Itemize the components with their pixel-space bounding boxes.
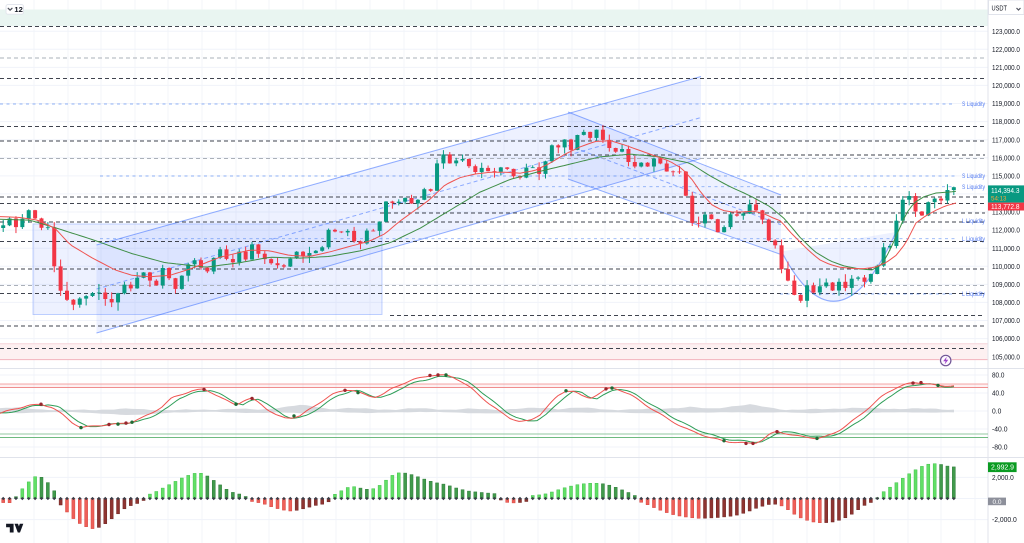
svg-text:L Liquidity: L Liquidity xyxy=(962,237,985,243)
svg-text:0.0: 0.0 xyxy=(992,409,1001,416)
svg-text:0.0: 0.0 xyxy=(993,499,1002,506)
svg-text:113,772.8: 113,772.8 xyxy=(991,204,1020,211)
svg-text:L Liquidity: L Liquidity xyxy=(962,219,985,225)
svg-text:119,000.0: 119,000.0 xyxy=(992,101,1020,108)
svg-text:117,000.0: 117,000.0 xyxy=(992,137,1020,144)
svg-text:2,000.0: 2,000.0 xyxy=(992,475,1014,482)
svg-text:-80.0: -80.0 xyxy=(992,445,1008,452)
svg-text:109,000.0: 109,000.0 xyxy=(992,282,1020,289)
svg-text:54:13: 54:13 xyxy=(991,196,1007,203)
svg-text:108,000.0: 108,000.0 xyxy=(992,300,1020,307)
svg-text:USDT: USDT xyxy=(992,6,1008,13)
svg-text:S Liquidity: S Liquidity xyxy=(962,102,985,108)
svg-text:12: 12 xyxy=(14,5,22,14)
svg-text:S Liquidity: S Liquidity xyxy=(962,174,985,180)
svg-text:-2,000.0: -2,000.0 xyxy=(992,517,1017,524)
svg-text:122,000.0: 122,000.0 xyxy=(992,47,1020,54)
svg-text:105,000.0: 105,000.0 xyxy=(992,354,1020,361)
svg-text:112,000.0: 112,000.0 xyxy=(992,228,1020,235)
svg-text:107,000.0: 107,000.0 xyxy=(992,318,1020,325)
svg-text:40.0: 40.0 xyxy=(992,391,1005,398)
svg-text:116,000.0: 116,000.0 xyxy=(992,155,1020,162)
svg-text:114,394.3: 114,394.3 xyxy=(991,188,1020,195)
svg-text:-40.0: -40.0 xyxy=(992,427,1008,434)
svg-text:106,000.0: 106,000.0 xyxy=(992,336,1020,343)
svg-text:S Liquidity: S Liquidity xyxy=(962,185,985,191)
svg-text:121,000.0: 121,000.0 xyxy=(992,65,1020,72)
svg-text:115,000.0: 115,000.0 xyxy=(992,174,1020,181)
svg-text:113,000.0: 113,000.0 xyxy=(992,210,1020,217)
svg-text:80.0: 80.0 xyxy=(992,373,1005,380)
svg-text:110,000.0: 110,000.0 xyxy=(992,264,1020,271)
svg-text:120,000.0: 120,000.0 xyxy=(992,83,1020,90)
svg-text:111,000.0: 111,000.0 xyxy=(992,246,1020,253)
svg-text:123,000.0: 123,000.0 xyxy=(992,29,1020,36)
svg-text:118,000.0: 118,000.0 xyxy=(992,119,1020,126)
svg-text:2,992.9: 2,992.9 xyxy=(991,465,1014,472)
svg-text:L Liquidity: L Liquidity xyxy=(962,292,985,298)
